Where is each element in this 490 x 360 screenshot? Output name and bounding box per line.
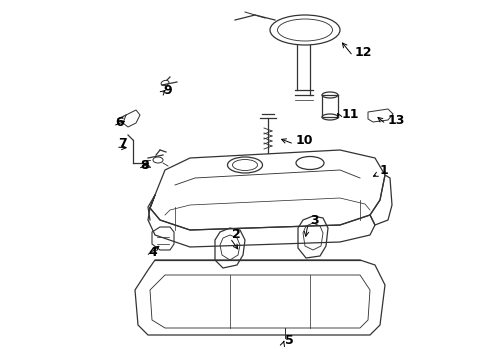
Text: 3: 3: [310, 213, 318, 226]
Text: 10: 10: [296, 134, 314, 147]
Text: 5: 5: [285, 333, 294, 346]
Text: 13: 13: [388, 113, 405, 126]
Text: 9: 9: [163, 84, 172, 96]
Text: 12: 12: [355, 45, 372, 59]
Text: 8: 8: [140, 158, 148, 171]
Text: 2: 2: [232, 228, 241, 240]
Text: 1: 1: [380, 163, 389, 176]
Text: 4: 4: [148, 246, 157, 258]
Text: 7: 7: [118, 136, 127, 149]
Text: 11: 11: [342, 108, 360, 121]
Text: 6: 6: [115, 116, 123, 129]
